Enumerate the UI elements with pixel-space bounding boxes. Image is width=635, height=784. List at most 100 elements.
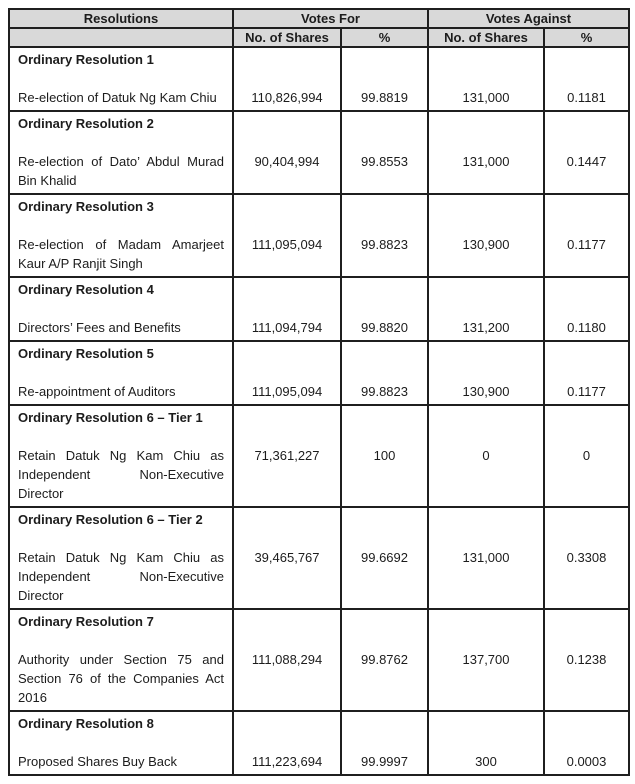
votes-for-percent-cell: 99.8553 — [340, 110, 429, 195]
votes-against-shares-cell: 0 — [427, 404, 545, 508]
votes-against-shares-value: 130,900 — [462, 237, 510, 252]
votes-against-shares-cell: 130,900 — [427, 340, 545, 406]
votes-against-percent-value: 0.0003 — [566, 754, 607, 769]
votes-for-percent-header: % — [340, 27, 429, 48]
spacer — [548, 50, 625, 88]
table-row: Ordinary Resolution 1 Re-election of Dat… — [8, 46, 630, 112]
votes-against-shares-cell: 131,200 — [427, 276, 545, 342]
votes-for-percent-value: 99.6692 — [361, 550, 408, 565]
votes-against-percent-value: 0.1181 — [567, 90, 606, 105]
votes-for-shares-value: 111,223,694 — [251, 754, 323, 769]
spacer — [18, 299, 224, 318]
votes-for-percent-value: 99.8819 — [361, 90, 408, 105]
votes-for-shares-value: 111,088,294 — [251, 652, 323, 667]
spacer — [237, 344, 337, 382]
voting-results-table: Resolutions Votes For Votes Against No. … — [8, 8, 630, 776]
resolution-description: Retain Datuk Ng Kam Chiu as Independent … — [18, 550, 224, 603]
spacer — [548, 714, 625, 752]
resolution-title: Ordinary Resolution 2 — [18, 116, 154, 131]
header-row-groups: Resolutions Votes For Votes Against — [8, 8, 630, 29]
spacer — [237, 280, 337, 318]
spacer — [18, 427, 224, 446]
spacer — [432, 344, 540, 382]
resolution-cell: Ordinary Resolution 6 – Tier 1 Retain Da… — [8, 404, 234, 508]
spacer — [432, 280, 540, 318]
votes-for-shares-cell: 111,088,294 — [232, 608, 342, 712]
votes-against-shares-value: 300 — [475, 754, 497, 769]
spacer — [548, 197, 625, 235]
votes-for-shares-value: 90,404,994 — [254, 154, 320, 169]
votes-for-percent-cell: 99.8762 — [340, 608, 429, 712]
table-body: Ordinary Resolution 1 Re-election of Dat… — [8, 46, 630, 776]
spacer — [548, 344, 625, 382]
spacer — [548, 408, 625, 446]
resolution-cell: Ordinary Resolution 6 – Tier 2 Retain Da… — [8, 506, 234, 610]
votes-against-percent-value: 0 — [582, 448, 591, 463]
votes-against-percent-header: % — [543, 27, 630, 48]
votes-against-shares-cell: 131,000 — [427, 506, 545, 610]
spacer — [237, 50, 337, 88]
resolution-title: Ordinary Resolution 6 – Tier 2 — [18, 512, 203, 527]
votes-against-percent-value: 0.1180 — [567, 320, 606, 335]
spacer — [18, 529, 224, 548]
votes-against-shares-value: 131,200 — [462, 320, 510, 335]
resolution-cell: Ordinary Resolution 8 Proposed Shares Bu… — [8, 710, 234, 776]
spacer — [18, 133, 224, 152]
votes-for-shares-cell: 71,361,227 — [232, 404, 342, 508]
votes-against-percent-cell: 0 — [543, 404, 630, 508]
spacer — [432, 510, 540, 548]
votes-against-percent-value: 0.1238 — [566, 652, 607, 667]
spacer — [432, 114, 540, 152]
votes-for-shares-value: 111,095,094 — [251, 237, 323, 252]
resolution-cell: Ordinary Resolution 5 Re-appointment of … — [8, 340, 234, 406]
votes-for-shares-cell: 90,404,994 — [232, 110, 342, 195]
spacer — [237, 714, 337, 752]
votes-for-percent-cell: 100 — [340, 404, 429, 508]
spacer — [18, 631, 224, 650]
spacer — [18, 363, 224, 382]
resolution-description: Re-election of Madam Amarjeet Kaur A/P R… — [18, 237, 224, 271]
votes-for-shares-value: 111,094,794 — [251, 320, 323, 335]
votes-against-percent-cell: 0.3308 — [543, 506, 630, 610]
spacer — [345, 612, 424, 650]
resolution-cell: Ordinary Resolution 4 Directors’ Fees an… — [8, 276, 234, 342]
votes-against-shares-cell: 137,700 — [427, 608, 545, 712]
resolution-title: Ordinary Resolution 5 — [18, 346, 154, 361]
table-row: Ordinary Resolution 6 – Tier 2 Retain Da… — [8, 506, 630, 610]
resolution-cell: Ordinary Resolution 3 Re-election of Mad… — [8, 193, 234, 278]
votes-against-percent-cell: 0.1447 — [543, 110, 630, 195]
table-header: Resolutions Votes For Votes Against No. … — [8, 8, 630, 48]
votes-for-shares-cell: 111,095,094 — [232, 340, 342, 406]
votes-for-percent-value: 99.8823 — [361, 384, 408, 399]
votes-against-shares-value: 131,000 — [462, 90, 510, 105]
spacer — [345, 197, 424, 235]
votes-for-percent-cell: 99.6692 — [340, 506, 429, 610]
spacer — [548, 510, 625, 548]
resolution-description: Re-appointment of Auditors — [18, 384, 176, 399]
votes-for-percent-cell: 99.8823 — [340, 193, 429, 278]
spacer — [548, 280, 625, 318]
resolutions-header: Resolutions — [8, 8, 234, 29]
spacer — [18, 216, 224, 235]
spacer — [432, 50, 540, 88]
resolutions-empty-cell — [8, 27, 234, 48]
votes-for-shares-value: 39,465,767 — [254, 550, 320, 565]
spacer — [432, 408, 540, 446]
votes-for-percent-value: 100 — [373, 448, 396, 463]
votes-for-percent-cell: 99.8823 — [340, 340, 429, 406]
table-row: Ordinary Resolution 3 Re-election of Mad… — [8, 193, 630, 278]
resolution-cell: Ordinary Resolution 1 Re-election of Dat… — [8, 46, 234, 112]
resolution-description: Re-election of Datuk Ng Kam Chiu — [18, 90, 217, 105]
spacer — [237, 612, 337, 650]
resolution-description: Re-election of Dato’ Abdul Murad Bin Kha… — [18, 154, 224, 188]
spacer — [432, 197, 540, 235]
votes-against-percent-cell: 0.1181 — [543, 46, 630, 112]
spacer — [548, 114, 625, 152]
spacer — [18, 733, 224, 752]
resolution-cell: Ordinary Resolution 7 Authority under Se… — [8, 608, 234, 712]
votes-for-percent-cell: 99.8819 — [340, 46, 429, 112]
votes-against-shares-value: 137,700 — [462, 652, 510, 667]
spacer — [18, 69, 224, 88]
votes-against-percent-value: 0.1177 — [567, 237, 606, 252]
